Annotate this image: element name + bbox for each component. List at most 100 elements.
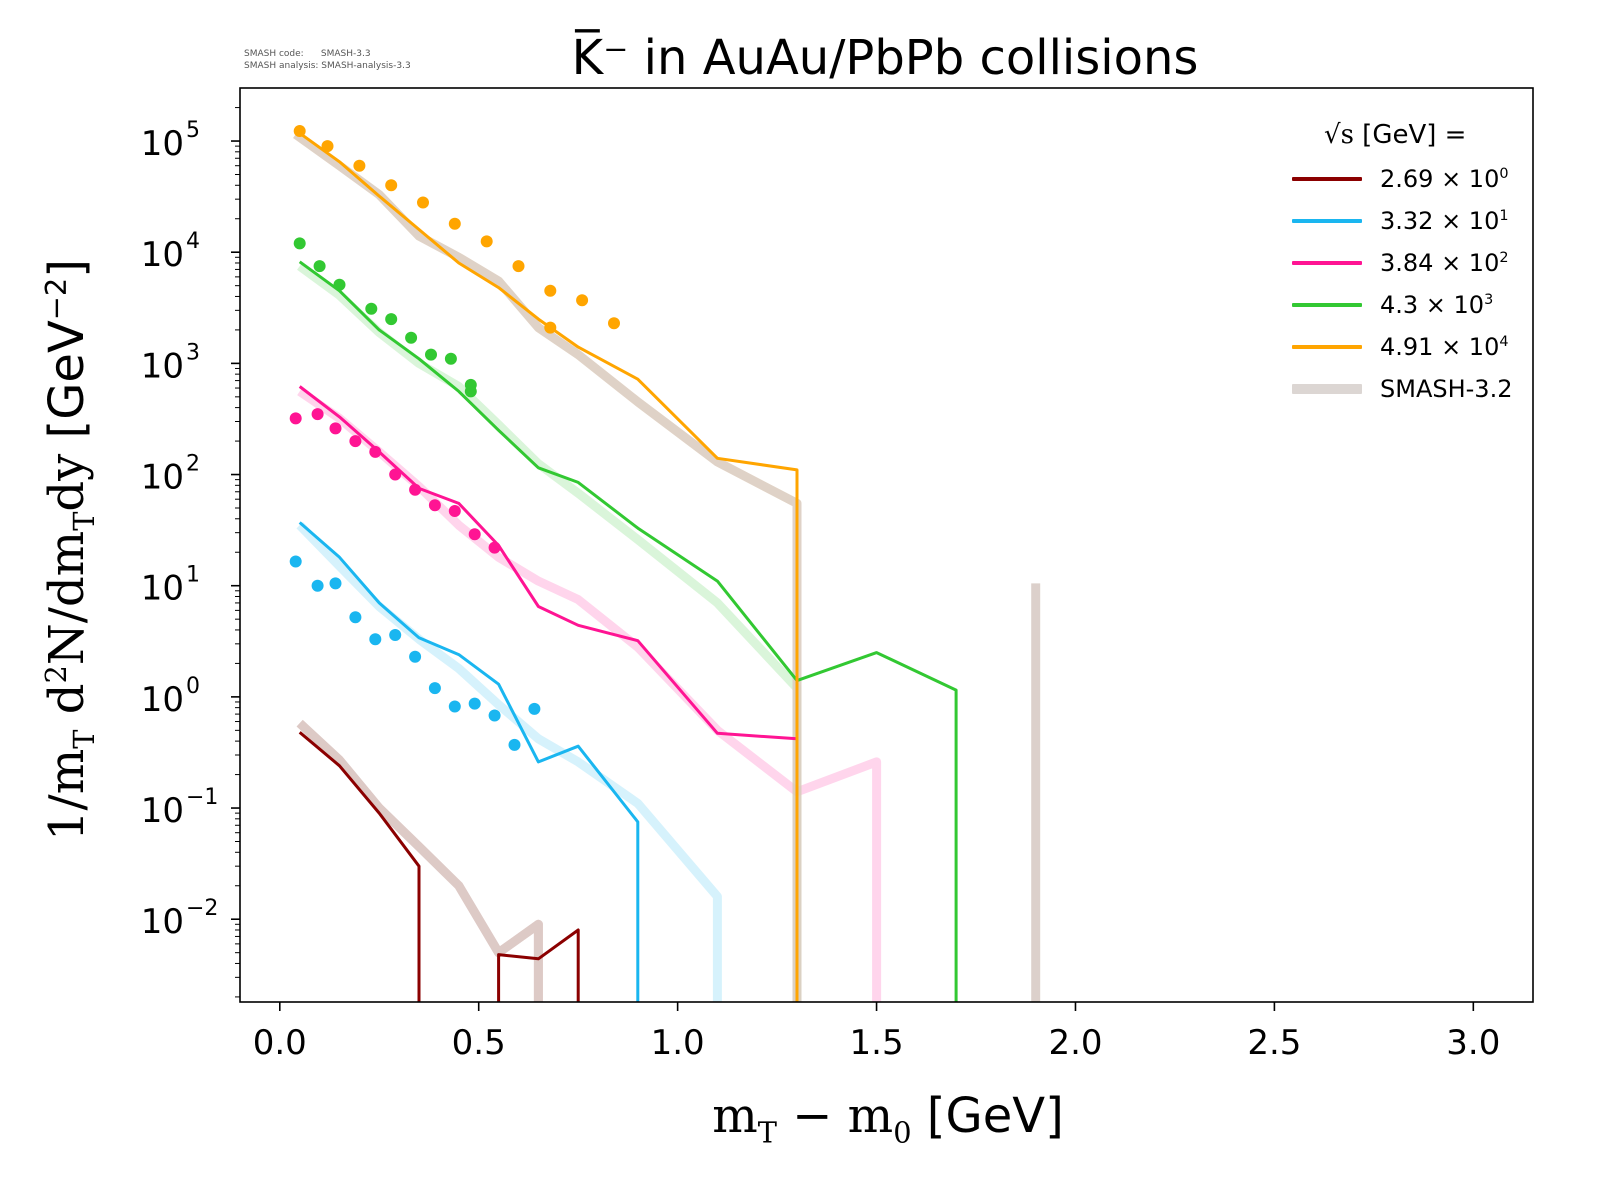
data-point — [349, 435, 362, 448]
y-tick-label: 10 — [141, 124, 184, 164]
legend-label-text: SMASH-3.2 — [1380, 375, 1513, 403]
x-tick-label: 1.5 — [850, 1023, 904, 1063]
smash33-line — [294, 129, 799, 1002]
data-point — [311, 408, 324, 421]
data-point — [508, 738, 521, 751]
legend-heading: √s [GeV] = — [1324, 120, 1562, 150]
x-tick-label: 1.0 — [651, 1023, 705, 1063]
y-label-sup: 2 — [39, 665, 74, 684]
data-point — [448, 217, 461, 230]
y-tick-exponent: 1 — [186, 563, 200, 588]
smash32-band — [293, 130, 802, 1002]
x-tick-label: 2.5 — [1247, 1023, 1301, 1063]
y-label-unit: [GeV — [39, 320, 96, 454]
data-point — [608, 317, 620, 330]
legend-swatch — [1292, 384, 1362, 394]
data-point — [369, 445, 382, 458]
legend-label: 4.3 × 103 — [1380, 291, 1493, 319]
data-point — [365, 302, 378, 315]
data-point — [369, 633, 382, 646]
y-tick-label: 10 — [141, 458, 184, 498]
smash32-band — [296, 719, 543, 1002]
legend-entry: 3.32 × 101 — [1292, 200, 1562, 242]
chart-title: K̅⁻ in AuAu/PbPb collisions — [571, 30, 1199, 86]
legend-label-text: 3.32 × 10 — [1380, 207, 1500, 235]
legend-label-exp: 4 — [1499, 334, 1509, 350]
data-point — [293, 125, 306, 137]
smash32-band — [297, 387, 882, 1002]
data-point — [409, 483, 422, 496]
y-label-rest: N/dm — [39, 530, 96, 666]
y-tick-label: 10 — [141, 569, 184, 609]
y-tick-label: 10 — [141, 235, 184, 275]
legend-entry: 2.69 × 100 — [1292, 158, 1562, 200]
smash32-band — [296, 522, 722, 1002]
legend-sqrt-s: √s — [1324, 120, 1354, 150]
data-point — [293, 237, 306, 250]
data-point — [289, 555, 302, 568]
data-point — [428, 499, 441, 512]
smash32-band — [293, 130, 802, 1002]
y-tick-exponent: −2 — [186, 896, 218, 921]
data-point — [425, 348, 437, 361]
data-point — [329, 577, 342, 590]
y-tick-exponent: 3 — [186, 340, 200, 365]
x-label-m: m — [712, 1088, 758, 1144]
data-point — [448, 505, 461, 517]
legend-label-exp: 1 — [1499, 208, 1509, 224]
x-tick-label: 3.0 — [1446, 1023, 1500, 1063]
smash33-line — [298, 260, 799, 1002]
data-point — [353, 159, 366, 172]
legend-label-exp: 3 — [1484, 292, 1494, 308]
x-label-unit: [GeV] — [911, 1088, 1064, 1144]
y-tick-exponent: 5 — [186, 118, 200, 143]
legend-label: SMASH-3.2 — [1380, 375, 1512, 403]
y-tick-label: 10 — [141, 791, 184, 831]
smash33-line — [796, 651, 958, 1002]
credit-analysis: SMASH analysis: SMASH-analysis-3.3 — [244, 61, 411, 71]
data-point — [313, 260, 326, 273]
y-tick-label: 10 — [141, 346, 184, 386]
x-tick-label: 0.0 — [253, 1023, 307, 1063]
x-axis-label: mT − m0 [GeV] — [712, 1088, 1064, 1150]
legend-label: 3.84 × 102 — [1380, 249, 1509, 277]
data-point — [289, 412, 302, 425]
x-tick-label: 0.5 — [452, 1023, 506, 1063]
legend-heading-rest: [GeV] = — [1353, 120, 1467, 150]
data-point — [488, 709, 501, 722]
y-tick-label: 10 — [141, 902, 184, 942]
data-point — [428, 682, 441, 695]
data-point — [389, 629, 402, 641]
data-point — [385, 313, 398, 326]
legend-swatch — [1292, 345, 1362, 349]
x-tick-label: 2.0 — [1048, 1023, 1102, 1063]
credit-code: SMASH code: SMASH-3.3 — [244, 49, 371, 59]
smash33-line — [298, 385, 798, 741]
smash32-band — [297, 262, 802, 1002]
legend-swatch — [1292, 177, 1362, 181]
legend-entry: 4.3 × 103 — [1292, 284, 1562, 326]
legend: √s [GeV] = 2.69 × 100 3.32 × 101 3.84 × … — [1292, 120, 1562, 410]
y-label-end: dy — [39, 453, 96, 512]
y-tick-exponent: 4 — [186, 229, 200, 254]
y-tick-exponent: 2 — [186, 452, 200, 477]
y-label-sub: T — [66, 729, 101, 749]
data-point — [349, 611, 362, 624]
smash33-line — [298, 521, 640, 1002]
x-label-sub: T — [757, 1115, 777, 1150]
y-label-unit-close: ] — [39, 259, 96, 278]
data-point — [544, 321, 557, 334]
legend-swatch — [1292, 303, 1362, 307]
data-point — [468, 528, 481, 541]
data-point — [480, 235, 493, 248]
legend-entry: 3.84 × 102 — [1292, 242, 1562, 284]
y-label-main: 1/m — [39, 748, 96, 841]
data-point — [468, 697, 481, 710]
data-point — [329, 422, 342, 435]
x-label-minus: − m — [776, 1088, 894, 1144]
y-label-unit-sup: −2 — [39, 277, 74, 321]
legend-label-text: 3.84 × 10 — [1380, 249, 1500, 277]
legend-label: 4.91 × 104 — [1380, 333, 1509, 361]
y-tick-exponent: −1 — [186, 785, 218, 810]
